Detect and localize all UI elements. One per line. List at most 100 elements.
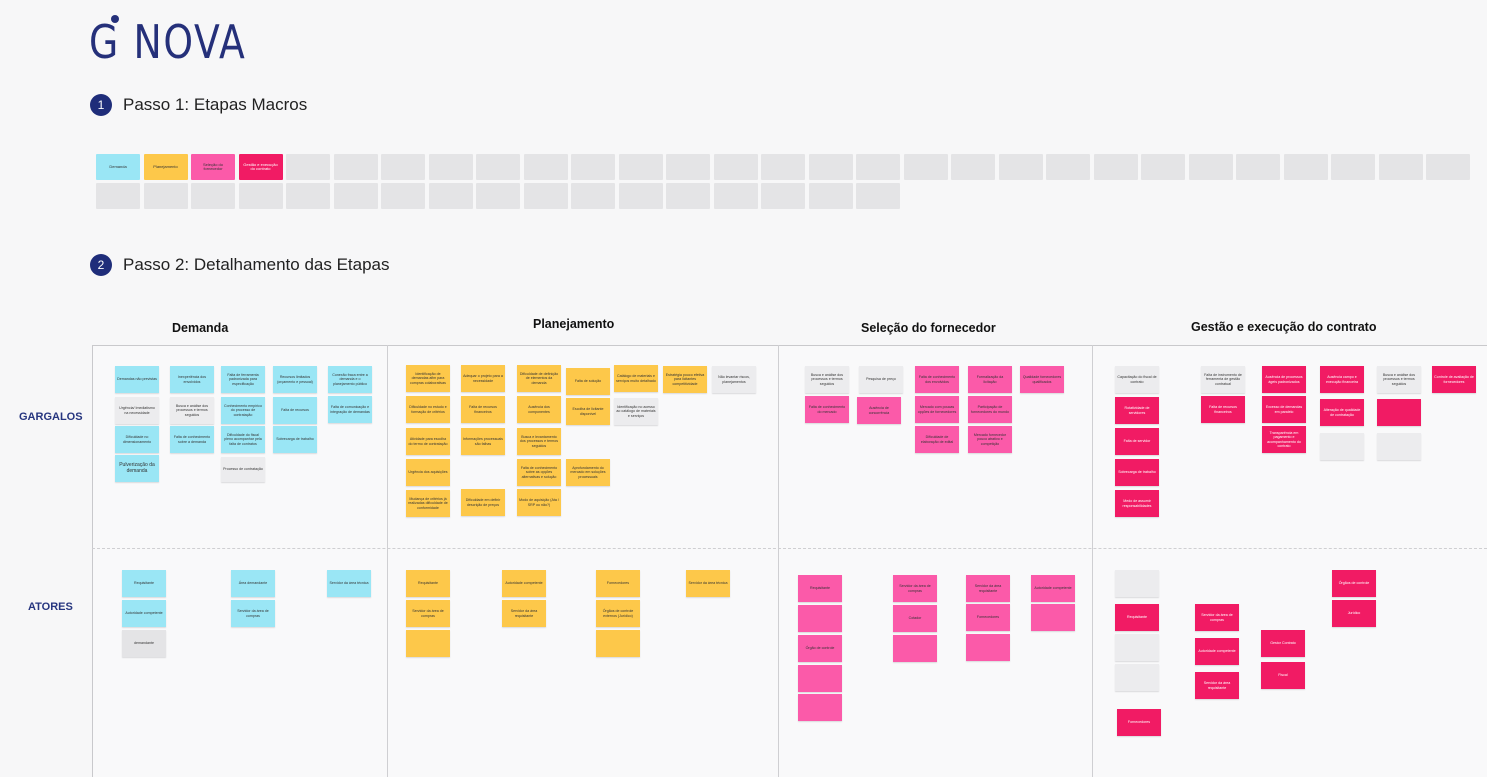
macro-empty-cell[interactable]: [1283, 154, 1328, 180]
macro-empty-cell[interactable]: [1046, 154, 1090, 180]
macro-empty-cell[interactable]: [1188, 154, 1233, 180]
sticky-note[interactable]: Identificação de demandas afim para comp…: [406, 365, 450, 392]
sticky-note[interactable]: Escolha de licitante disponível: [566, 398, 610, 425]
sticky-note[interactable]: Falta de conhecimento do mercado: [805, 396, 849, 423]
sticky-note[interactable]: Dificuldade no estudo e formação de crit…: [406, 396, 450, 423]
sticky-note[interactable]: [1320, 433, 1364, 460]
sticky-note[interactable]: Excesso de demandas em paralelo: [1262, 396, 1306, 423]
sticky-note[interactable]: Pulverização da demanda: [115, 455, 159, 482]
sticky-note[interactable]: Participação de fornecedores do mundo: [968, 396, 1012, 423]
macro-empty-cell[interactable]: [951, 154, 995, 180]
sticky-note[interactable]: Dificuldade no dimensionamento: [115, 426, 159, 453]
sticky-note[interactable]: demandante: [122, 630, 166, 657]
macro-empty-cell[interactable]: [808, 183, 853, 209]
sticky-note[interactable]: Estratégia pouco efetiva para licitantes…: [663, 366, 707, 393]
sticky-note[interactable]: Dificuldade em definir descrição de preç…: [461, 489, 505, 516]
sticky-note[interactable]: [798, 694, 842, 721]
sticky-note[interactable]: Autoridade competente: [502, 570, 546, 597]
sticky-note[interactable]: Qualidade fornecedores qualificados: [1020, 366, 1064, 393]
macro-step-card[interactable]: Gestão e execução do contrato: [238, 154, 283, 180]
sticky-note[interactable]: Recursos limitados (orçamento e pessoal): [273, 366, 317, 393]
macro-empty-cell[interactable]: [666, 183, 710, 209]
sticky-note[interactable]: Área demandante: [231, 570, 275, 597]
sticky-note[interactable]: Falta de conhecimento dos envolvidos: [915, 366, 959, 393]
sticky-note[interactable]: Sobrecarga de trabalho: [273, 426, 317, 453]
sticky-note[interactable]: Transparência em pagamento e acompanhame…: [1262, 426, 1306, 453]
macro-empty-cell[interactable]: [191, 183, 235, 209]
sticky-note[interactable]: [798, 665, 842, 692]
macro-empty-cell[interactable]: [523, 154, 568, 180]
sticky-note[interactable]: Busca e análise dos processos e termos s…: [805, 366, 849, 393]
macro-empty-cell[interactable]: [808, 154, 853, 180]
sticky-note[interactable]: Falta de instrumento de ferramenta de ge…: [1201, 366, 1245, 393]
macro-empty-cell[interactable]: [571, 183, 615, 209]
sticky-note[interactable]: Órgão de controle: [798, 635, 842, 662]
sticky-note[interactable]: [966, 634, 1010, 661]
sticky-note[interactable]: Servidor da área de compras: [1195, 604, 1239, 631]
sticky-note[interactable]: Falta de recursos financeiros: [461, 396, 505, 423]
macro-empty-cell[interactable]: [666, 154, 710, 180]
sticky-note[interactable]: [596, 630, 640, 657]
sticky-note[interactable]: Servidor da área técnica: [686, 570, 730, 597]
sticky-note[interactable]: Ausência dos componentes: [517, 396, 561, 423]
sticky-note[interactable]: Gestor Contrato: [1261, 630, 1305, 657]
sticky-note[interactable]: Ausência de processos ágeis padronizados: [1262, 366, 1306, 393]
macro-empty-cell[interactable]: [1141, 154, 1185, 180]
sticky-note[interactable]: Rotatividade de servidores: [1115, 397, 1159, 424]
sticky-note[interactable]: Falta de ferramenta padronizada para esp…: [221, 366, 265, 393]
macro-empty-cell[interactable]: [713, 154, 758, 180]
sticky-note[interactable]: Autoridade competente: [1031, 575, 1075, 602]
macro-empty-cell[interactable]: [761, 154, 805, 180]
sticky-note[interactable]: [1377, 433, 1421, 460]
macro-empty-cell[interactable]: [286, 154, 330, 180]
sticky-note[interactable]: Servidor da área técnica: [327, 570, 371, 597]
macro-empty-cell[interactable]: [761, 183, 805, 209]
macro-empty-cell[interactable]: [523, 183, 568, 209]
macro-empty-cell[interactable]: [333, 183, 378, 209]
macro-empty-cell[interactable]: [1378, 154, 1423, 180]
sticky-note[interactable]: Requisitante: [1115, 604, 1159, 631]
sticky-note[interactable]: Servidor da área de compras: [893, 575, 937, 602]
macro-empty-cell[interactable]: [381, 154, 425, 180]
sticky-note[interactable]: Autoridade competente: [1195, 638, 1239, 665]
sticky-note[interactable]: Ausência de concorrência: [857, 397, 901, 424]
macro-empty-cell[interactable]: [333, 154, 378, 180]
sticky-note[interactable]: Requisitante: [798, 575, 842, 602]
sticky-note[interactable]: Conhecimento empírico do processo de con…: [221, 397, 265, 424]
macro-empty-cell[interactable]: [381, 183, 425, 209]
sticky-note[interactable]: [893, 635, 937, 662]
macro-empty-cell[interactable]: [96, 183, 140, 209]
sticky-note[interactable]: Modo de aquisição (Ata / SRP ou não?): [517, 489, 561, 516]
sticky-note[interactable]: [1115, 570, 1159, 597]
sticky-note[interactable]: [1115, 634, 1159, 661]
sticky-note[interactable]: Órgãos de controle externos (Jurídico): [596, 600, 640, 627]
sticky-note[interactable]: Urgência/ Imediatismo na necessidade: [115, 397, 159, 424]
sticky-note[interactable]: Falta de conhecimento sobre a demanda: [170, 426, 214, 453]
macro-empty-cell[interactable]: [1093, 154, 1138, 180]
macro-empty-cell[interactable]: [1331, 154, 1375, 180]
macro-step-card[interactable]: Planejamento: [143, 154, 188, 180]
sticky-note[interactable]: Dificuldade do fiscal pleno acompanhar p…: [221, 426, 265, 453]
sticky-note[interactable]: [1377, 399, 1421, 426]
sticky-note[interactable]: Ausência campo e execução financeira: [1320, 366, 1364, 393]
sticky-note[interactable]: Requisitante: [406, 570, 450, 597]
sticky-note[interactable]: [1031, 604, 1075, 631]
sticky-note[interactable]: Cotador: [893, 605, 937, 632]
macro-empty-cell[interactable]: [476, 183, 520, 209]
sticky-note[interactable]: Dificuldade de elaboração de edital: [915, 426, 959, 453]
sticky-note[interactable]: Servidor da área de compras: [231, 600, 275, 627]
sticky-note[interactable]: [406, 630, 450, 657]
sticky-note[interactable]: Órgãos de controle: [1332, 570, 1376, 597]
sticky-note[interactable]: Falta de servidor: [1115, 428, 1159, 455]
sticky-note[interactable]: Fiscal: [1261, 662, 1305, 689]
sticky-note[interactable]: Catálogo de materiais e serviços muito d…: [614, 365, 658, 392]
macro-empty-cell[interactable]: [903, 154, 948, 180]
sticky-note[interactable]: Atividade para escolha do termo de contr…: [406, 428, 450, 455]
sticky-note[interactable]: Servidor da área requisitante: [966, 575, 1010, 602]
sticky-note[interactable]: Busca e levantamento dos processos e ter…: [517, 428, 561, 455]
sticky-note[interactable]: Capacitação do fiscal de contrato: [1115, 366, 1159, 393]
sticky-note[interactable]: Fornecedores: [966, 604, 1010, 631]
sticky-note[interactable]: Adequar o projeto para a necessidade: [461, 365, 505, 392]
sticky-note[interactable]: Fornecedores: [596, 570, 640, 597]
macro-empty-cell[interactable]: [713, 183, 758, 209]
